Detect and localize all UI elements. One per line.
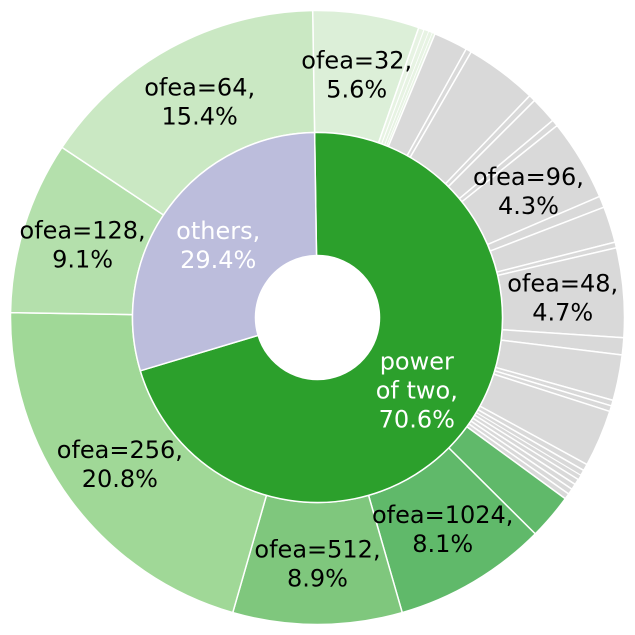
outer-label-ofea-96: ofea=96, 4.3% — [473, 163, 584, 220]
outer-label-ofea-32: ofea=32, 5.6% — [301, 47, 412, 104]
outer-label-ofea-48: ofea=48, 4.7% — [507, 269, 618, 326]
inner-label-others: others, 29.4% — [176, 217, 260, 274]
inner-label-power: power of two, 70.6% — [376, 348, 458, 434]
outer-label-ofea-64: ofea=64, 15.4% — [144, 73, 255, 130]
inner-slice-power — [139, 131, 504, 504]
inner-ring — [131, 131, 504, 504]
outer-label-ofea-128: ofea=128, 9.1% — [20, 216, 146, 273]
slice-labels: ofea=32, 5.6% ofea=96, 4.3% ofea=48, 4.7% ofea… — [20, 47, 619, 593]
outer-label-ofea-1024: ofea=1024, 8.1% — [372, 501, 513, 558]
outer-label-ofea-256: ofea=256, 20.8% — [57, 436, 183, 493]
inner-slice-others — [131, 131, 318, 372]
outer-ring — [9, 9, 626, 626]
outer-label-ofea-512: ofea=512, 8.9% — [254, 535, 380, 592]
